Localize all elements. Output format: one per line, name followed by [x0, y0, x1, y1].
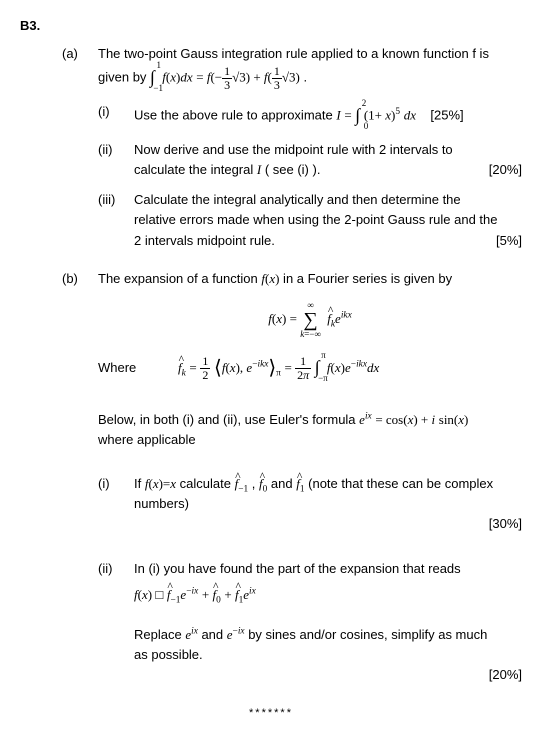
a-ii-pct: [20%]: [489, 160, 522, 180]
a-iii-l2: relative errors made when using the 2-po…: [134, 210, 522, 230]
part-b-body: The expansion of a function f(x) in a Fo…: [98, 269, 522, 686]
b-i-pct-row: [30%]: [134, 514, 522, 534]
b-intro-pre: The expansion of a function: [98, 271, 261, 286]
a-iii-l3a: 2 intervals midpoint rule.: [134, 233, 275, 248]
b-ii-pct-row: [20%]: [134, 665, 522, 685]
b-ii-l3: Replace eix and e−ix by sines and/or cos…: [134, 625, 522, 645]
a-i-pct: [25%]: [430, 108, 463, 123]
b-i-pct: [30%]: [489, 514, 522, 534]
b-i-mid: calculate: [176, 476, 235, 491]
a-iii-body: Calculate the integral analytically and …: [134, 190, 522, 250]
a-ii: (ii) Now derive and use the midpoint rul…: [98, 140, 522, 180]
a-ii-label: (ii): [98, 140, 134, 180]
a-ii-l2a: calculate the integral: [134, 162, 257, 177]
b-ii-label: (ii): [98, 559, 134, 686]
a-ii-l2b: ( see (i) ).: [261, 162, 320, 177]
a-intro2-prefix: given by: [98, 70, 150, 85]
a-iii-pct: [5%]: [496, 231, 522, 251]
a-integral-sym: ∫1−1: [150, 64, 155, 92]
a-i: (i) Use the above rule to approximate I …: [98, 102, 522, 130]
a-iii-label: (iii): [98, 190, 134, 250]
b-ii-l4: as possible.: [134, 645, 522, 665]
a-ii-l2: calculate the integral I ( see (i) ). [2…: [134, 160, 522, 180]
part-b-label: (b): [20, 269, 98, 686]
b-i-body: If f(x)=x calculate f−1 , f0 and f1 (not…: [134, 474, 522, 534]
b-ii-formula: f(x) □ f−1e−ix + f0 + f1eix: [134, 585, 522, 605]
a-ii-body: Now derive and use the midpoint rule wit…: [134, 140, 522, 180]
b-ii-l1: In (i) you have found the part of the ex…: [134, 559, 522, 579]
a-i-label: (i): [98, 102, 134, 130]
part-b: (b) The expansion of a function f(x) in …: [20, 269, 522, 686]
a-iii: (iii) Calculate the integral analyticall…: [98, 190, 522, 250]
b-below1-pre: Below, in both (i) and (ii), use Euler's…: [98, 412, 359, 427]
b-where-formula: fk = 12 ⟨f(x), e−ikx⟩π = 12π ∫π−π f(x)e−…: [178, 353, 379, 384]
a-intro2: given by ∫1−1 f(x)dx = f(−13√3) + f(13√3…: [98, 64, 522, 92]
end-stars: *******: [20, 705, 522, 722]
part-a-body: The two-point Gauss integration rule app…: [98, 44, 522, 251]
a-i-math: I: [336, 108, 340, 123]
b-ii-body: In (i) you have found the part of the ex…: [134, 559, 522, 686]
b-ii: (ii) In (i) you have found the part of t…: [98, 559, 522, 686]
b-i-tail: (note that these can be complex: [305, 476, 494, 491]
part-a-label: (a): [20, 44, 98, 251]
a-iii-l1: Calculate the integral analytically and …: [134, 190, 522, 210]
b-intro-mid: in a Fourier series is given by: [279, 271, 452, 286]
b-i-label: (i): [98, 474, 134, 534]
question-number: B3.: [20, 16, 522, 36]
b-where-label: Where: [98, 358, 178, 378]
b-ii-l3b: and: [198, 627, 227, 642]
b-i: (i) If f(x)=x calculate f−1 , f0 and f1 …: [98, 474, 522, 534]
b-below2: where applicable: [98, 430, 522, 450]
b-i-pre: If: [134, 476, 145, 491]
a-i-body: Use the above rule to approximate I = ∫2…: [134, 102, 522, 130]
b-i-l2: numbers): [134, 494, 522, 514]
b-intro: The expansion of a function f(x) in a Fo…: [98, 269, 522, 289]
a-i-pre: Use the above rule to approximate: [134, 108, 336, 123]
b-ii-l3a: Replace: [134, 627, 185, 642]
b-ii-l3c: by sines and/or cosines, simplify as muc…: [245, 627, 488, 642]
part-a: (a) The two-point Gauss integration rule…: [20, 44, 522, 251]
b-where: Where fk = 12 ⟨f(x), e−ikx⟩π = 12π ∫π−π …: [98, 353, 522, 384]
b-series-formula: f(x) = ∞∑k=−∞ fkeikx: [98, 301, 522, 339]
b-i-l1: If f(x)=x calculate f−1 , f0 and f1 (not…: [134, 474, 522, 494]
a-ii-l1: Now derive and use the midpoint rule wit…: [134, 140, 522, 160]
b-ii-pct: [20%]: [489, 665, 522, 685]
b-below1: Below, in both (i) and (ii), use Euler's…: [98, 410, 522, 430]
a-intro1: The two-point Gauss integration rule app…: [98, 44, 522, 64]
a-iii-l3: 2 intervals midpoint rule. [5%]: [134, 231, 522, 251]
